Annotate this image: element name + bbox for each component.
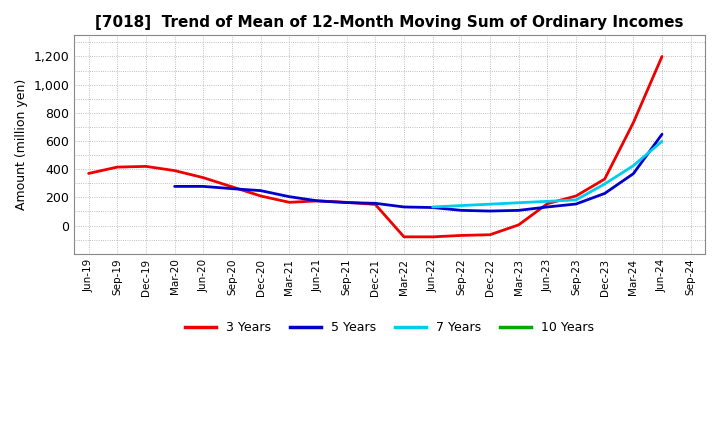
Legend: 3 Years, 5 Years, 7 Years, 10 Years: 3 Years, 5 Years, 7 Years, 10 Years [180,316,599,339]
Y-axis label: Amount (million yen): Amount (million yen) [15,79,28,210]
Title: [7018]  Trend of Mean of 12-Month Moving Sum of Ordinary Incomes: [7018] Trend of Mean of 12-Month Moving … [95,15,684,30]
